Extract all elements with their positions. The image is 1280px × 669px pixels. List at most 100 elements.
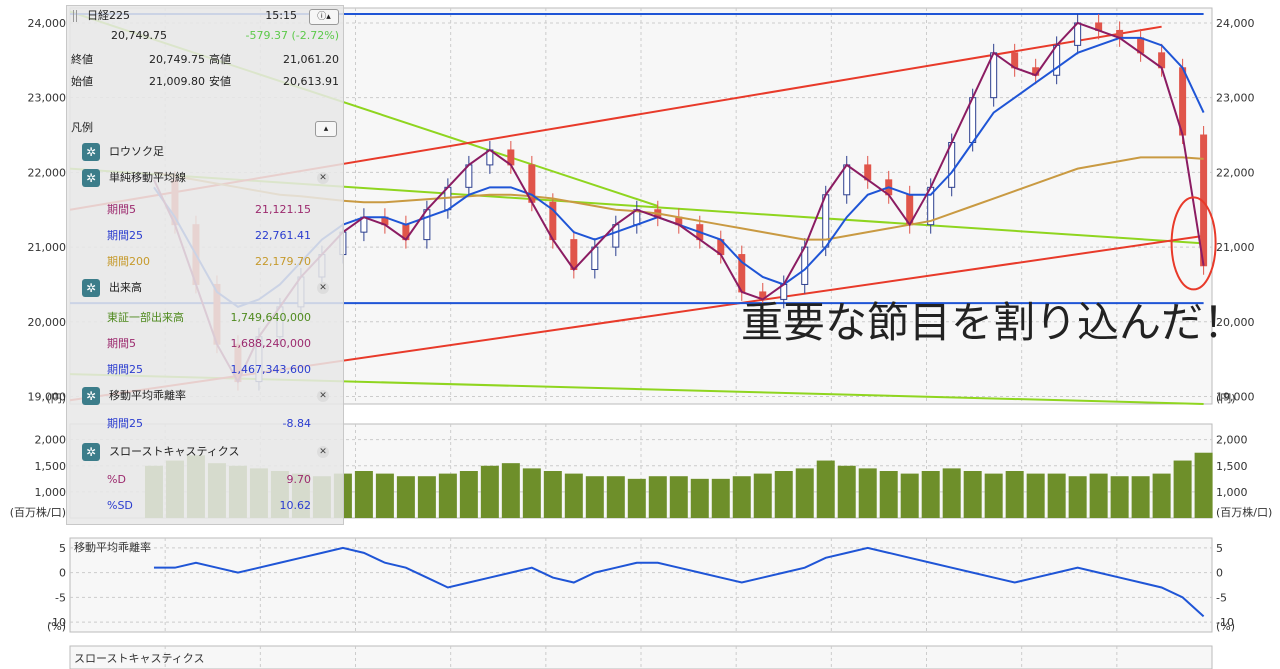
deviation-tick-left: -5	[55, 591, 66, 604]
volume-bar	[1131, 476, 1150, 518]
volume-bar	[753, 473, 772, 518]
deviation-row: 期間25 -8.84	[67, 414, 343, 434]
close-value: 20,749.75	[149, 53, 205, 66]
volume-bar	[1047, 473, 1066, 518]
instrument-name: 日経225	[87, 9, 130, 22]
volume-value-tse: 1,749,640,000	[230, 311, 311, 324]
price-tick-right: 20,000	[1216, 316, 1255, 329]
volume-bar	[1068, 476, 1087, 518]
volume25-value: 1,467,343,600	[230, 363, 311, 376]
price-tick-left: 20,000	[28, 316, 67, 329]
price-tick-right: 23,000	[1216, 92, 1255, 105]
volume-bar	[858, 468, 877, 518]
volume-unit-left: (百万株/口)	[10, 505, 66, 519]
volume-bar	[921, 471, 940, 518]
open-label: 始値	[71, 75, 93, 88]
volume-bar	[879, 471, 898, 518]
close-icon[interactable]: ✕	[317, 446, 329, 458]
sma-label: 単純移動平均線	[109, 171, 186, 184]
volume-tick-right: 2,000	[1216, 434, 1248, 447]
volume-bar	[900, 473, 919, 518]
price-tick-left: 24,000	[28, 17, 67, 30]
legend-section-header: 凡例 ▴	[67, 118, 343, 138]
highlight-circle	[1170, 196, 1217, 291]
volume-bar	[396, 476, 415, 518]
sma5-value: 21,121.15	[255, 203, 311, 216]
price-row: 20,749.75 -579.37 (-2.72%)	[67, 26, 343, 46]
volume-bar	[501, 463, 520, 518]
legend-header: 日経225 15:15 ⓘ▴	[67, 6, 343, 26]
volume-bar	[690, 478, 709, 518]
drag-handle-icon[interactable]	[73, 10, 79, 22]
high-label: 高値	[209, 53, 231, 66]
stoch-d-value: 9.70	[286, 473, 312, 486]
close-icon[interactable]: ✕	[317, 282, 329, 294]
stoch-sd-value: 10.62	[279, 499, 312, 512]
volume-bar	[669, 476, 688, 518]
volume-bar	[585, 476, 604, 518]
legend-panel: 日経225 15:15 ⓘ▴ 20,749.75 -579.37 (-2.72%…	[66, 5, 344, 525]
sma200-value: 22,179.70	[255, 255, 311, 268]
deviation25-value: -8.84	[282, 417, 311, 430]
price-tick-right: 24,000	[1216, 17, 1255, 30]
price-tick-left: 21,000	[28, 241, 67, 254]
gear-icon[interactable]: ✲	[82, 279, 100, 297]
volume-bar	[1194, 452, 1213, 518]
deviation-tick-right: 5	[1216, 542, 1223, 555]
close-icon[interactable]: ✕	[317, 390, 329, 402]
volume-bar	[375, 473, 394, 518]
volume-tick-left: 1,000	[35, 486, 67, 499]
sma25-label: 期間25	[107, 229, 143, 242]
legend-stoch[interactable]: ✲ スローストキャスティクス ✕	[67, 440, 343, 464]
sma-row: 期間200 22,179.70	[67, 252, 343, 272]
ohlc-row-2: 始値 21,009.80 安値 20,613.91	[67, 72, 343, 92]
price-tick-left: 22,000	[28, 166, 67, 179]
gear-icon[interactable]: ✲	[82, 143, 100, 161]
volume-bar	[1089, 473, 1108, 518]
volume-bar	[438, 473, 457, 518]
price-unit-left: (円)	[46, 392, 66, 405]
volume-tick-right: 1,500	[1216, 460, 1248, 473]
current-price: 20,749.75	[111, 29, 167, 42]
gear-icon[interactable]: ✲	[82, 443, 100, 461]
gear-icon[interactable]: ✲	[82, 387, 100, 405]
gear-icon[interactable]: ✲	[82, 169, 100, 187]
legend-section-label: 凡例	[71, 121, 93, 134]
annotation-text: 重要な節目を割り込んだ！	[741, 298, 1245, 347]
low-value: 20,613.91	[283, 75, 339, 88]
candle-body	[1179, 67, 1187, 136]
volume-bar	[1110, 476, 1129, 518]
stoch-title: スローストキャスティクス	[74, 652, 204, 665]
legend-sma[interactable]: ✲ 単純移動平均線 ✕	[67, 166, 343, 190]
legend-deviation[interactable]: ✲ 移動平均乖離率 ✕	[67, 384, 343, 408]
volume-row: 東証一部出来高 1,749,640,000	[67, 308, 343, 328]
volume-bar	[480, 465, 499, 518]
close-icon[interactable]: ✕	[317, 172, 329, 184]
legend-collapse-button[interactable]: ▴	[315, 121, 337, 137]
info-collapse-button[interactable]: ⓘ▴	[309, 9, 339, 25]
low-label: 安値	[209, 75, 231, 88]
quote-time: 15:15	[265, 9, 297, 22]
candles-label: ロウソク足	[109, 145, 164, 158]
volume-label: 出来高	[109, 281, 142, 294]
legend-candles[interactable]: ✲ ロウソク足	[67, 140, 343, 164]
volume-bar	[417, 476, 436, 518]
volume-bar	[795, 468, 814, 518]
volume-bar	[627, 478, 646, 518]
stoch-row: %SD 10.62	[67, 496, 343, 516]
sma5-label: 期間5	[107, 203, 136, 216]
volume-label-tse: 東証一部出来高	[107, 311, 184, 324]
price-tick-right: 19,000	[1216, 391, 1255, 404]
deviation-title: 移動平均乖離率	[74, 540, 151, 554]
volume-bar	[354, 471, 373, 518]
legend-volume[interactable]: ✲ 出来高 ✕	[67, 276, 343, 300]
volume-tick-right: 1,000	[1216, 486, 1248, 499]
price-tick-left: 19,000	[28, 391, 67, 404]
deviation-tick-right: -10	[1216, 616, 1234, 629]
volume-bar	[837, 465, 856, 518]
deviation-tick-left: -10	[48, 616, 66, 629]
price-change: -579.37 (-2.72%)	[245, 29, 339, 42]
volume-bar	[1026, 473, 1045, 518]
volume-bar	[459, 471, 478, 518]
volume-unit-right: (百万株/口)	[1216, 505, 1272, 519]
